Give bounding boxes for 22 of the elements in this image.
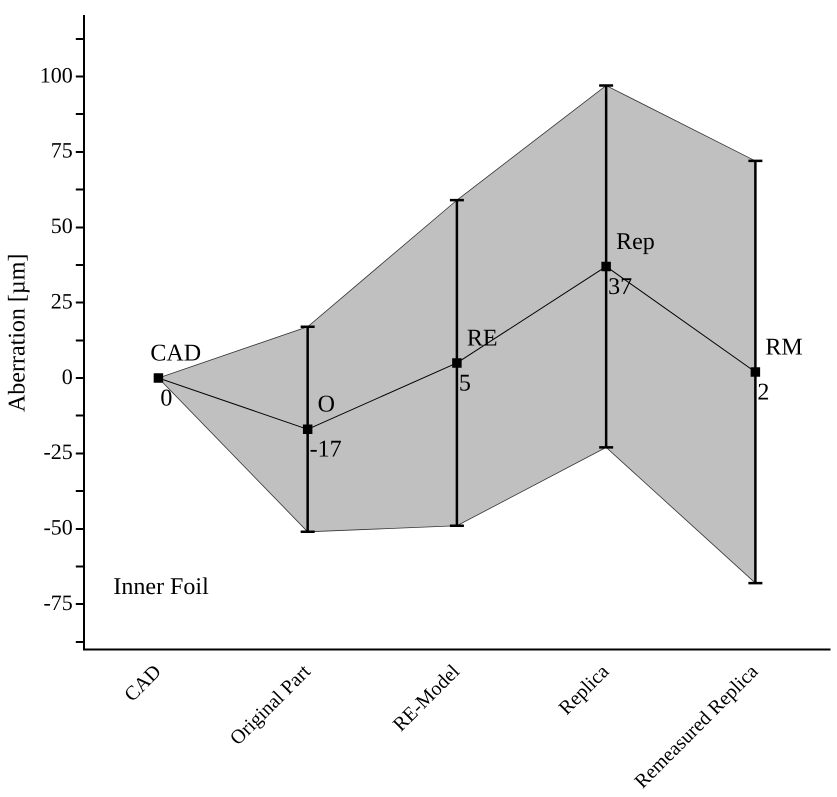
y-tick-label: 0 xyxy=(62,364,73,389)
data-label: 0 xyxy=(160,385,172,412)
y-tick-label: -50 xyxy=(43,514,73,540)
y-tick-label: -25 xyxy=(43,439,73,464)
annotation: RM xyxy=(765,334,803,360)
x-tick-label: CAD xyxy=(120,660,166,706)
data-label: 2 xyxy=(757,379,770,406)
data-label: -17 xyxy=(310,436,342,463)
y-tick-label: -75 xyxy=(43,590,73,615)
annotation: RE xyxy=(466,325,498,352)
y-tick-label: 100 xyxy=(40,62,73,88)
annotation: Rep xyxy=(616,228,655,255)
point xyxy=(154,373,164,383)
data-label: 37 xyxy=(608,274,632,300)
annotation: Inner Foil xyxy=(113,574,210,600)
y-axis-title: Aberration [µm] xyxy=(4,254,31,412)
y-tick-label: 75 xyxy=(50,138,73,163)
y-tick-label: 25 xyxy=(50,288,73,314)
annotation: O xyxy=(318,392,336,418)
data-label: 5 xyxy=(458,370,471,396)
y-tick-label: 50 xyxy=(50,213,73,238)
annotation: CAD xyxy=(150,340,202,366)
